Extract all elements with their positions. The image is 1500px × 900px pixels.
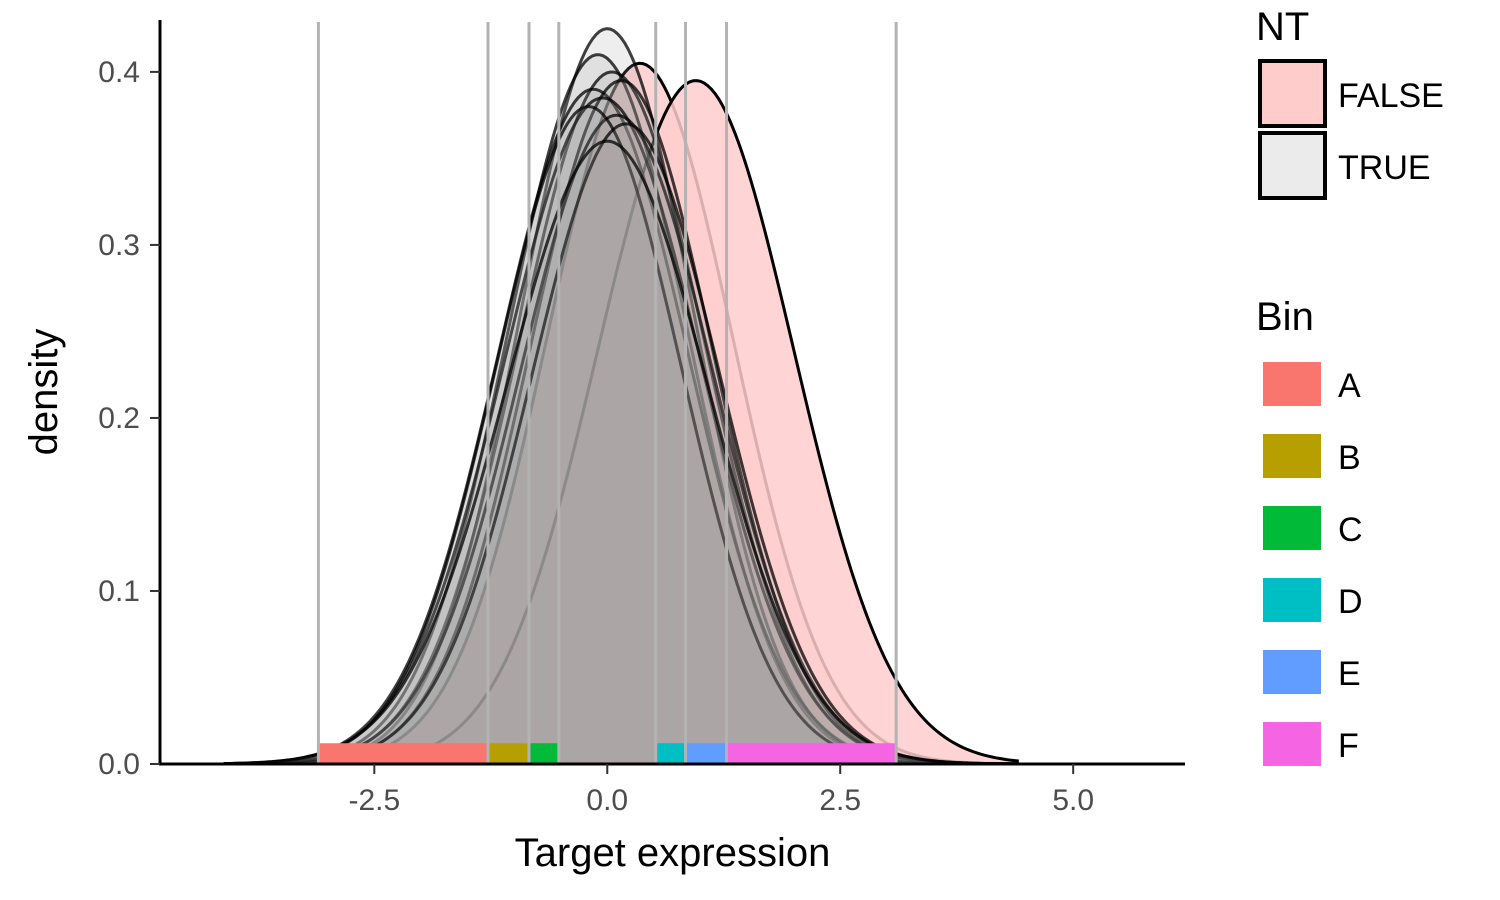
y-tick-label: 0.4 bbox=[98, 56, 140, 89]
x-tick-label: 0.0 bbox=[586, 784, 628, 817]
density-curve-nt-true-9 bbox=[223, 139, 1019, 766]
legend-bin-title: Bin bbox=[1256, 295, 1314, 339]
legend-nt-key-false bbox=[1258, 59, 1327, 128]
x-tick-label: -2.5 bbox=[348, 784, 400, 817]
legend-bin-key-b bbox=[1263, 434, 1321, 478]
bin-bar-c bbox=[529, 743, 559, 764]
bin-bar-f bbox=[726, 743, 897, 764]
bin-bar-e bbox=[685, 743, 727, 764]
legend-bin-label-a: A bbox=[1338, 367, 1361, 405]
legend-bin-label-b: B bbox=[1338, 439, 1361, 477]
legend-bin-label-c: C bbox=[1338, 511, 1363, 549]
y-tick-label: 0.3 bbox=[98, 229, 140, 262]
legend-bin-label-d: D bbox=[1338, 583, 1363, 621]
bin-bar-b bbox=[488, 743, 529, 764]
bin-bar-a bbox=[318, 743, 488, 764]
plot-panel bbox=[223, 22, 1019, 766]
x-axis-title: Target expression bbox=[515, 831, 831, 875]
y-tick-label: 0.2 bbox=[98, 402, 140, 435]
y-axis-title: density bbox=[22, 329, 66, 456]
legend-bin-key-a bbox=[1263, 362, 1321, 406]
y-tick-label: 0.0 bbox=[98, 748, 140, 781]
legend-bin-key-d bbox=[1263, 578, 1321, 622]
legend-bin-key-c bbox=[1263, 506, 1321, 550]
axes: -2.5 0.0 2.5 5.0 0.0 0.1 0.2 0.3 0.4 Target expre… bbox=[22, 20, 1185, 875]
legend-bin-label-e: E bbox=[1338, 655, 1361, 693]
legend-bin-key-f bbox=[1263, 722, 1321, 766]
y-tick-label: 0.1 bbox=[98, 575, 140, 608]
legend-bin-key-e bbox=[1263, 650, 1321, 694]
legend-nt-label-true: TRUE bbox=[1338, 149, 1431, 187]
legend-nt-key-true bbox=[1258, 131, 1327, 200]
bin-bar-d bbox=[655, 743, 686, 764]
legend-nt-title: NT bbox=[1256, 5, 1309, 49]
x-tick-label: 2.5 bbox=[819, 784, 861, 817]
legend-nt-label-false: FALSE bbox=[1338, 77, 1444, 115]
x-tick-label: 5.0 bbox=[1052, 784, 1094, 817]
legend-bin-label-f: F bbox=[1338, 727, 1359, 765]
